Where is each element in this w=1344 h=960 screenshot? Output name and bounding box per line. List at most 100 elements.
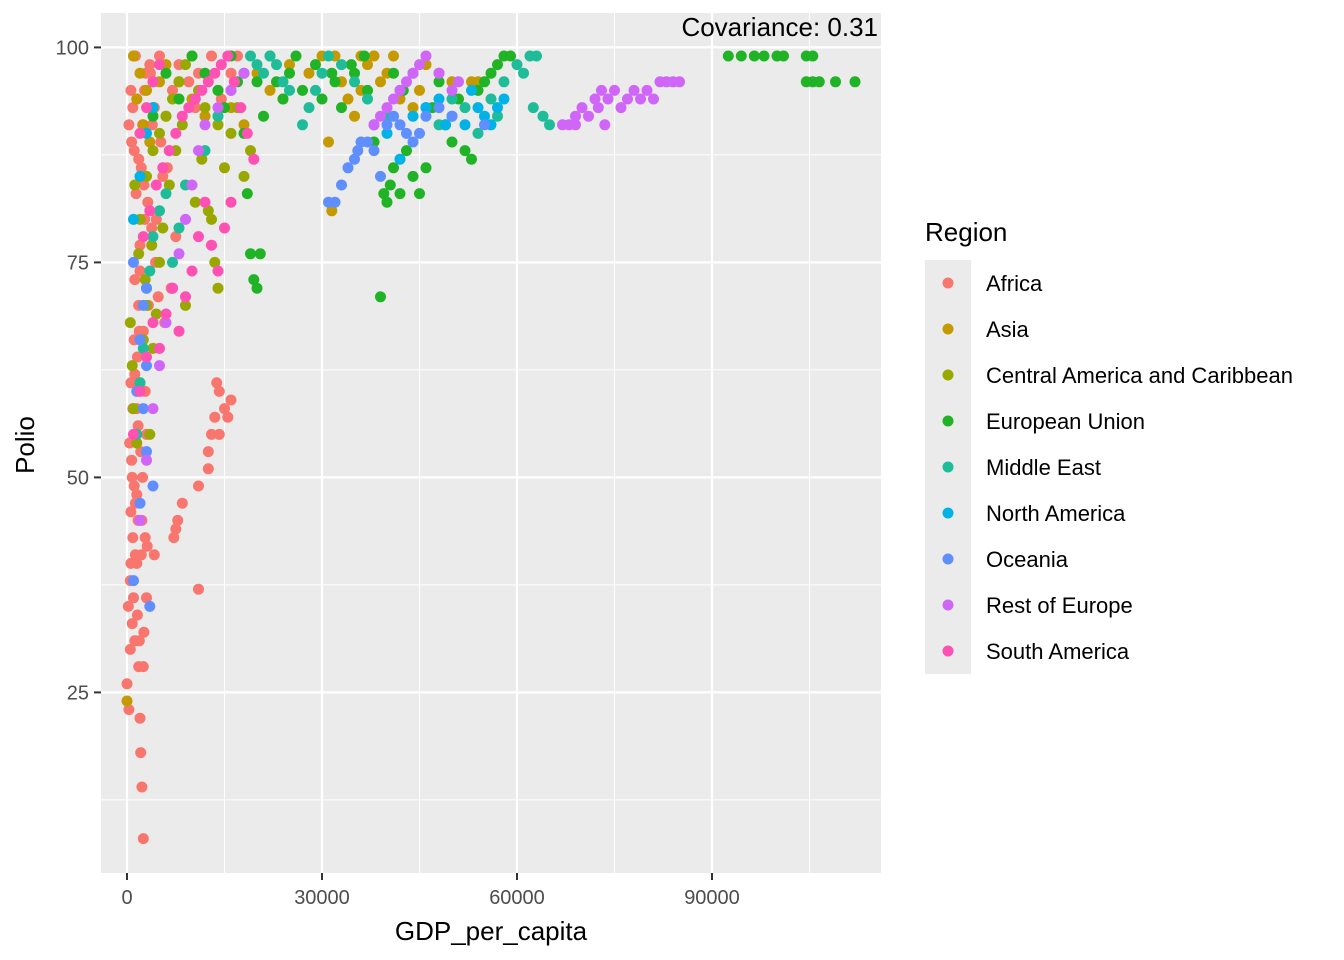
data-point	[212, 282, 224, 294]
data-point	[135, 747, 147, 759]
data-point	[342, 162, 354, 174]
data-point	[144, 67, 156, 79]
data-point	[219, 162, 230, 174]
data-point	[147, 231, 159, 243]
data-point	[186, 179, 198, 191]
data-point	[193, 583, 204, 595]
data-point	[163, 179, 175, 191]
data-point	[206, 428, 217, 440]
data-point	[209, 256, 221, 268]
data-point	[126, 454, 138, 466]
data-point	[141, 360, 152, 372]
data-point	[284, 59, 295, 71]
data-point	[241, 127, 253, 139]
data-point	[592, 102, 604, 114]
legend-key	[942, 277, 954, 289]
x-axis-title: GDP_per_capita	[395, 916, 588, 946]
x-tick-label: 90000	[684, 887, 740, 909]
data-point	[362, 136, 373, 148]
data-point	[381, 102, 393, 114]
data-point	[144, 59, 156, 71]
legend-label: Central America and Caribbean	[986, 363, 1293, 388]
data-point	[248, 153, 260, 165]
data-point	[349, 153, 360, 165]
data-point	[150, 308, 162, 320]
data-point	[225, 196, 237, 208]
data-point	[146, 222, 158, 234]
data-point	[251, 59, 263, 71]
data-point	[134, 334, 146, 346]
data-point	[807, 50, 819, 62]
legend-label: Rest of Europe	[986, 593, 1133, 618]
data-point	[154, 205, 165, 217]
data-point	[176, 119, 188, 131]
data-point	[589, 93, 601, 105]
data-point	[599, 119, 611, 131]
data-point	[170, 127, 182, 139]
y-axis-title: Polio	[10, 416, 40, 474]
data-point	[176, 110, 188, 122]
data-point	[316, 67, 328, 79]
data-point	[420, 162, 432, 174]
data-point	[168, 532, 180, 544]
data-point	[492, 59, 503, 71]
data-point	[213, 385, 225, 397]
data-point	[228, 76, 240, 88]
data-point	[211, 377, 223, 389]
data-point	[394, 119, 406, 131]
data-point	[407, 110, 419, 122]
data-point	[137, 403, 149, 415]
data-point	[138, 179, 150, 191]
data-point	[163, 145, 175, 157]
data-point	[830, 76, 841, 88]
data-point	[498, 93, 510, 105]
data-point	[213, 428, 225, 440]
data-point	[222, 411, 234, 423]
data-point	[160, 67, 172, 79]
data-point	[381, 196, 393, 208]
data-point	[160, 110, 172, 122]
data-point	[225, 84, 237, 96]
data-point	[144, 136, 156, 148]
data-point	[212, 119, 224, 131]
data-point	[142, 196, 154, 208]
data-point	[137, 471, 149, 483]
data-point	[189, 196, 201, 208]
legend-key	[942, 599, 954, 611]
data-point	[316, 93, 328, 105]
data-point	[329, 76, 341, 88]
data-point	[128, 50, 139, 62]
data-point	[160, 308, 172, 320]
data-point	[222, 50, 234, 62]
data-point	[394, 153, 406, 165]
data-point	[401, 127, 412, 139]
data-point	[137, 231, 149, 243]
data-point	[167, 84, 178, 96]
data-point	[133, 248, 145, 260]
data-point	[141, 102, 152, 114]
data-point	[342, 93, 354, 105]
data-point	[136, 781, 148, 793]
data-point	[128, 575, 139, 587]
data-point	[125, 557, 137, 569]
data-point	[628, 84, 640, 96]
data-point	[362, 59, 373, 71]
data-point	[172, 514, 184, 526]
data-point	[193, 480, 204, 492]
data-point	[130, 188, 142, 200]
data-point	[241, 188, 253, 200]
data-point	[641, 84, 653, 96]
data-point	[446, 93, 458, 105]
data-point	[147, 76, 159, 88]
data-point	[127, 532, 139, 544]
data-point	[326, 205, 338, 217]
data-point	[128, 428, 139, 440]
data-point	[433, 93, 445, 105]
data-point	[183, 76, 195, 88]
data-point	[126, 360, 138, 372]
data-point	[323, 136, 334, 148]
data-point	[284, 67, 295, 79]
data-point	[183, 102, 195, 114]
x-tick-label: 30000	[294, 887, 350, 909]
